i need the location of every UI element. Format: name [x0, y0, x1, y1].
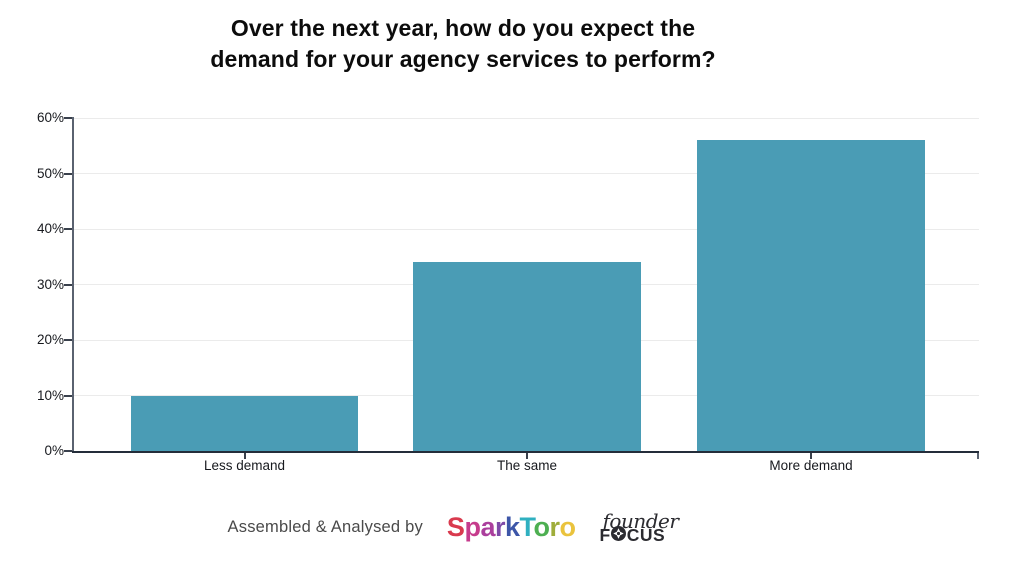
sparktoro-letter-0: S	[446, 511, 465, 542]
y-label-0: 0%	[44, 443, 64, 458]
y-label-60: 60%	[36, 110, 64, 125]
x-tick-the-same	[526, 453, 528, 459]
y-tick-50	[64, 172, 72, 175]
y-tick-0	[64, 450, 72, 452]
y-label-50: 50%	[36, 165, 64, 181]
gridline-40	[74, 228, 979, 230]
y-label-40: 40%	[36, 221, 64, 236]
x-label-less-demand: Less demand	[203, 458, 286, 473]
chart-title: Over the next year, how do you expect th…	[0, 13, 926, 75]
y-tick-60	[64, 117, 72, 119]
gridline-60	[74, 117, 979, 119]
plot-area	[74, 117, 979, 451]
sparktoro-letter-2: a	[480, 511, 495, 542]
founderfocus-logo: founder F CUS	[600, 509, 679, 545]
y-label-30: 30%	[36, 276, 64, 292]
bar-more-demand	[697, 140, 925, 451]
x-tick-more-demand	[810, 453, 812, 459]
sparktoro-letter-5: T	[519, 511, 535, 542]
y-tick-20	[64, 339, 72, 341]
sparktoro-letter-8: o	[559, 511, 577, 542]
chart-title-line2: demand for your agency services to perfo…	[210, 46, 716, 72]
founderfocus-script-text: founder	[602, 509, 679, 534]
bar-less-demand	[131, 395, 358, 451]
founderfocus-caps-text: F CUS	[600, 526, 679, 545]
sparktoro-logo: SparkToro	[446, 511, 577, 542]
sparktoro-letter-1: p	[464, 511, 481, 542]
y-label-20: 20%	[36, 332, 64, 347]
sparktoro-letter-7: r	[549, 511, 561, 542]
y-label-10: 10%	[36, 387, 64, 403]
gridline-50	[74, 173, 979, 174]
chart-title-line1: Over the next year, how do you expect th…	[230, 15, 696, 41]
x-axis-line	[72, 451, 979, 453]
y-tick-10	[64, 394, 72, 397]
sparktoro-letter-3: r	[494, 511, 506, 542]
x-label-the-same: The same	[496, 458, 558, 473]
aperture-gear-icon	[611, 526, 627, 545]
credit-text: Assembled & Analysed by	[227, 517, 423, 536]
founderfocus-f: F	[599, 524, 611, 545]
credit-footer: Assembled & Analysed by SparkToro founde…	[0, 501, 906, 553]
y-axis-line	[72, 117, 74, 453]
y-tick-40	[64, 228, 72, 230]
x-axis-end-tick	[977, 453, 979, 459]
x-tick-less-demand	[243, 453, 246, 459]
x-label-more-demand: More demand	[769, 458, 853, 473]
sparktoro-letter-4: k	[504, 511, 520, 542]
y-tick-30	[64, 283, 72, 286]
sparktoro-letter-6: o	[533, 511, 551, 542]
bar-the-same	[413, 262, 641, 451]
founderfocus-cus: CUS	[626, 524, 666, 545]
